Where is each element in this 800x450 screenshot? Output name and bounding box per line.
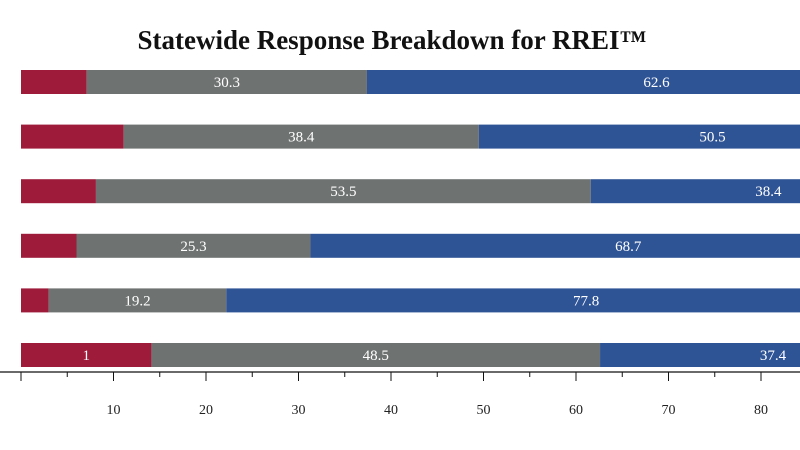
bar-segment: [21, 288, 49, 313]
segment-value-label: 38.4: [755, 184, 782, 200]
x-tick-label: 10: [107, 403, 121, 418]
bar-segment: [76, 233, 311, 258]
bar-segment: [21, 179, 96, 204]
segment-value-label: 38.4: [288, 130, 315, 146]
segment-value-label: 48.5: [363, 348, 389, 364]
segment-value-label: 77.8: [573, 293, 599, 309]
x-tick-label: 80: [754, 403, 768, 418]
bar-segment: [48, 288, 227, 313]
bar-segment: [21, 343, 152, 367]
x-axis: 102030405060708090: [0, 371, 800, 418]
segment-value-label: 37.4: [760, 348, 787, 364]
segment-value-label: 25.3: [180, 239, 206, 255]
bar-segment: [310, 233, 800, 258]
bar-segment: [600, 343, 800, 367]
segment-value-label: 1: [82, 348, 90, 364]
bar-group: 30.3 62.6 38.4 50.5 53.5 38.4 25.3 68.7 19.2 77.8…: [21, 70, 800, 367]
bar-segment: [21, 70, 87, 94]
bar-segment: [478, 124, 800, 149]
x-tick-label: 60: [569, 403, 583, 418]
segment-value-label: 53.5: [330, 184, 356, 200]
x-tick-label: 40: [384, 403, 398, 418]
bar-segment: [366, 70, 800, 94]
segment-value-label: 50.5: [699, 130, 725, 146]
segment-value-label: 30.3: [214, 75, 240, 91]
x-tick-label: 50: [477, 403, 491, 418]
x-tick-label: 30: [292, 403, 306, 418]
bar-segment: [123, 124, 479, 149]
x-tick-label: 70: [662, 403, 676, 418]
bar-segment: [590, 179, 800, 204]
x-tick-label: 20: [199, 403, 213, 418]
segment-value-label: 68.7: [615, 239, 642, 255]
bar-segment: [151, 343, 601, 367]
bar-segment: [21, 233, 77, 258]
bar-segment: [21, 124, 124, 149]
bar-segment: [86, 70, 367, 94]
chart-title: Statewide Response Breakdown for RREI™: [137, 25, 646, 55]
bar-segment: [226, 288, 800, 313]
bar-segment: [95, 179, 591, 204]
segment-value-label: 62.6: [643, 75, 670, 91]
segment-value-label: 19.2: [124, 293, 150, 309]
